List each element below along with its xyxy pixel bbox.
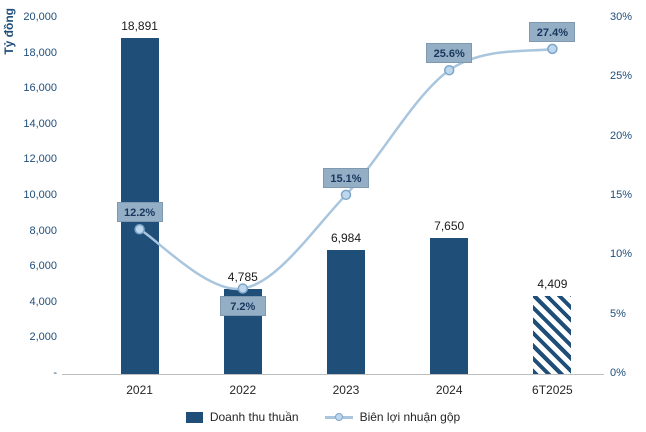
legend-item-bar: Doanh thu thuần bbox=[185, 410, 299, 424]
line-value-label: 25.6% bbox=[426, 43, 473, 64]
right-axis-tick-label: 25% bbox=[610, 70, 633, 83]
line-marker-icon bbox=[443, 64, 455, 76]
left-axis-tick-label: 18,000 bbox=[23, 46, 57, 59]
left-axis-tick-label: 20,000 bbox=[23, 11, 57, 23]
category-label: 2023 bbox=[332, 383, 360, 397]
right-axis-tick-label: 30% bbox=[610, 11, 633, 23]
legend: Doanh thu thuần Biên lợi nhuận gộp bbox=[0, 407, 646, 427]
line-value-label: 12.2% bbox=[116, 202, 163, 223]
bar-value-label: 6,984 bbox=[330, 230, 362, 245]
x-axis-baseline bbox=[62, 374, 604, 375]
left-axis-tick-label: 16,000 bbox=[23, 82, 57, 95]
bar-value-label: 4,409 bbox=[537, 276, 568, 291]
left-axis-tick-label: 14,000 bbox=[23, 117, 57, 130]
legend-bar-label: Doanh thu thuần bbox=[209, 410, 299, 424]
left-axis-tick-label: 12,000 bbox=[23, 153, 57, 166]
bar-6T2025 bbox=[533, 295, 572, 374]
line-marker-icon bbox=[340, 189, 352, 201]
category-label: 6T2025 bbox=[532, 383, 573, 397]
left-axis-tick-label: 2,000 bbox=[29, 331, 57, 344]
bar-value-label: 4,785 bbox=[227, 269, 258, 284]
left-axis-tick-label: - bbox=[53, 367, 57, 379]
line-value-label: 7.2% bbox=[219, 295, 266, 316]
left-axis-tick-label: 6,000 bbox=[29, 260, 57, 273]
line-value-label: 27.4% bbox=[529, 21, 576, 42]
bar-2023 bbox=[327, 249, 365, 374]
right-axis-tick-label: 0% bbox=[610, 367, 626, 379]
line-marker-icon bbox=[547, 43, 558, 55]
line-swatch-icon bbox=[324, 411, 353, 423]
bar-value-label: 7,650 bbox=[434, 218, 465, 233]
right-axis-tick-label: 10% bbox=[610, 248, 633, 261]
category-label: 2024 bbox=[435, 383, 463, 397]
right-axis-tick-label: 5% bbox=[610, 307, 626, 320]
bar-swatch-icon bbox=[185, 411, 203, 423]
bar-2024 bbox=[430, 237, 469, 374]
right-axis-tick-label: 15% bbox=[610, 189, 633, 201]
right-axis-tick-label: 20% bbox=[610, 129, 633, 142]
line-value-label: 15.1% bbox=[323, 167, 369, 188]
category-label: 2021 bbox=[126, 383, 153, 397]
category-label: 2022 bbox=[229, 383, 257, 397]
legend-item-line: Biên lợi nhuận gộp bbox=[324, 410, 461, 424]
left-axis-tick-label: 8,000 bbox=[29, 224, 57, 237]
left-axis-tick-label: 10,000 bbox=[23, 189, 57, 201]
bar-value-label: 18,891 bbox=[121, 18, 158, 33]
left-axis-tick-label: 4,000 bbox=[29, 295, 57, 308]
legend-line-label: Biên lợi nhuận gộp bbox=[359, 410, 461, 424]
